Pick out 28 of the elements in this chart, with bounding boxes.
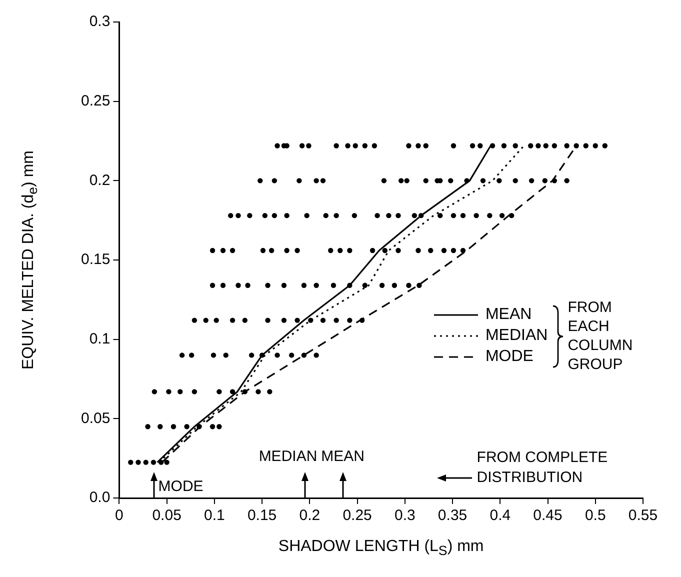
annotation: MEDIAN — [258, 448, 318, 465]
y-tick-label: 0.05 — [80, 410, 110, 427]
x-tick-label: 0.05 — [152, 507, 182, 524]
x-tick-label: 0.3 — [394, 507, 416, 524]
x-tick-label: 0.1 — [204, 507, 225, 524]
legend-title: FROM EACH COLUMN GROUP — [568, 298, 634, 374]
y-tick-label: 0.15 — [80, 251, 110, 268]
x-tick-label: 0.35 — [438, 507, 468, 524]
y-tick-label: 0.0 — [89, 489, 110, 506]
annotation: MEAN — [321, 448, 365, 465]
x-tick-label: 0.25 — [342, 507, 372, 524]
y-tick-label: 0.1 — [89, 330, 110, 348]
legend-label: MODE — [485, 348, 534, 366]
annotation: MODE — [158, 478, 204, 495]
x-tick-label: 0.2 — [299, 507, 320, 524]
x-axis-title: SHADOW LENGTH (L$_{S}$) mm — [277, 538, 485, 558]
y-tick-label: 0.2 — [89, 172, 110, 189]
x-tick-label: 0.45 — [533, 507, 562, 524]
y-tick-label: 0.25 — [80, 92, 110, 110]
x-tick-label: 0 — [115, 507, 124, 524]
x-tick-label: 0.4 — [490, 507, 511, 524]
y-tick-label: 0.3 — [89, 13, 110, 30]
legend-label: MEAN — [485, 306, 532, 324]
legend-label: MEDIAN — [485, 327, 548, 346]
annotation: FROM COMPLETE DISTRIBUTION — [476, 448, 609, 488]
x-tick-label: 0.15 — [247, 507, 277, 524]
x-tick-label: 0.5 — [584, 507, 606, 524]
x-tick-label: 0.55 — [628, 507, 658, 524]
